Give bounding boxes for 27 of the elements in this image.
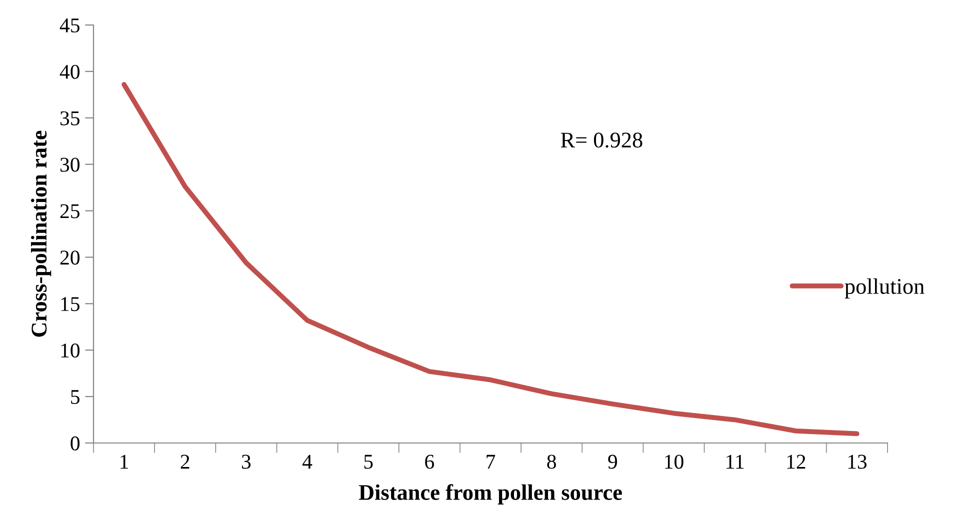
x-tick-label: 3 xyxy=(242,454,251,469)
x-tick-label: 10 xyxy=(665,454,684,469)
y-tick-label: 45 xyxy=(60,18,80,32)
x-tick-label: 2 xyxy=(180,454,190,469)
y-tick-label: 35 xyxy=(60,111,80,126)
x-axis-title: Distance from pollen source xyxy=(358,484,622,504)
y-tick-label: 40 xyxy=(60,64,80,79)
x-tick-label: 12 xyxy=(787,454,806,469)
y-axis-title: Cross-pollination rate xyxy=(30,130,52,337)
y-tick-label: 5 xyxy=(71,390,80,404)
y-tick-label: 10 xyxy=(61,343,80,358)
x-tick-label: 9 xyxy=(608,454,618,469)
x-tick-label: 5 xyxy=(364,454,373,469)
x-tick-label: 4 xyxy=(302,454,312,469)
y-tick-label: 15 xyxy=(61,297,80,312)
y-tick-label: 25 xyxy=(60,204,80,218)
legend-label: pollution xyxy=(844,278,924,298)
y-tick-label: 20 xyxy=(60,250,80,265)
y-tick-label: 30 xyxy=(60,158,80,172)
x-tick-label: 13 xyxy=(848,454,867,469)
y-tick-label: 0 xyxy=(70,436,80,450)
x-tick-label: 6 xyxy=(425,454,434,469)
x-tick-label: 1 xyxy=(120,454,128,469)
x-tick-label: 8 xyxy=(547,454,556,469)
x-tick-label: 11 xyxy=(726,454,744,469)
annotation: R= 0.928 xyxy=(560,132,642,148)
x-tick-label: 7 xyxy=(486,454,496,469)
